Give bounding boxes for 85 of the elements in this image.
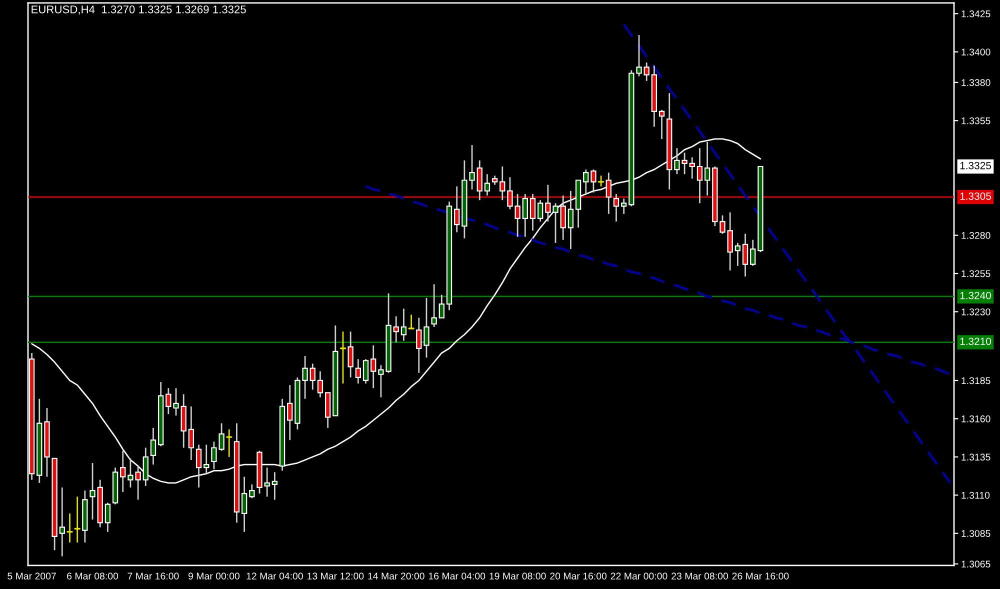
candlestick [74, 496, 80, 544]
x-tick-label: 13 Mar 12:00 [308, 572, 364, 580]
candlestick [613, 193, 620, 222]
candlestick [310, 362, 316, 390]
candlestick [317, 370, 324, 398]
candlestick [742, 233, 748, 278]
x-tick-label: 22 Mar 00:00 [610, 572, 668, 580]
candlestick [454, 186, 460, 233]
y-tick-label: 1.3280 [962, 232, 990, 239]
candlestick [264, 466, 270, 498]
candlestick [590, 168, 596, 194]
x-tick-label: 19 Mar 08:00 [490, 572, 546, 580]
candlestick [408, 314, 414, 330]
candlestick [620, 198, 627, 215]
candlestick [530, 193, 536, 232]
candlestick [272, 472, 278, 500]
candlestick [689, 156, 695, 180]
x-tick-label: 16 Mar 04:00 [428, 572, 486, 580]
y-tick-label: 1.3085 [962, 530, 990, 537]
candlestick [644, 62, 650, 82]
candlestick [400, 308, 407, 342]
y-tick-label: 1.3255 [962, 270, 990, 278]
candlestick [696, 147, 703, 204]
candlestick [438, 294, 444, 319]
x-tick-label: 7 Mar 16:00 [128, 572, 179, 580]
y-tick-label: 1.3400 [962, 48, 990, 56]
candlestick [431, 284, 437, 328]
candlestick [59, 486, 65, 557]
candlestick [500, 166, 506, 201]
y-tick-label: 1.3135 [962, 454, 990, 461]
candlestick [476, 160, 482, 201]
x-tick-label: 23 Mar 08:00 [672, 572, 728, 580]
candlestick [188, 406, 194, 461]
x-tick-label: 6 Mar 08:00 [67, 572, 118, 580]
candlestick [720, 214, 726, 234]
y-tick-label: 1.3065 [962, 560, 990, 568]
y-tick-label: 1.3110 [962, 492, 990, 499]
candlestick [241, 476, 248, 533]
candlestick [150, 427, 156, 466]
x-tick-label: 9 Mar 00:00 [188, 572, 240, 580]
ref-line-label: 1.3305 [960, 192, 991, 200]
candlestick [734, 242, 741, 267]
candlestick [560, 194, 566, 241]
x-tick-label: 5 Mar 2007 [8, 572, 56, 580]
candlestick [362, 358, 369, 384]
y-tick-label: 1.3425 [962, 10, 990, 18]
candlestick [340, 330, 346, 384]
candlestick [598, 174, 604, 188]
candlestick [727, 212, 733, 272]
candlestick [90, 462, 96, 520]
x-tick-label: 26 Mar 16:00 [732, 572, 789, 580]
y-tick-label: 1.3160 [962, 415, 990, 422]
candlestick [704, 141, 710, 196]
candlestick [583, 168, 589, 195]
candlestick [226, 428, 232, 458]
candlestick [424, 297, 430, 358]
ref-line-label: 1.3240 [960, 292, 992, 300]
candlestick [355, 358, 362, 384]
text: 1.3325 [960, 162, 991, 170]
candlestick [249, 484, 255, 499]
candlestick [66, 512, 73, 544]
x-tick-label: 14 Mar 20:00 [368, 572, 424, 580]
y-tick-label: 1.3380 [962, 79, 990, 86]
candlestick [538, 199, 544, 222]
candlestick [416, 317, 422, 374]
candlestick [393, 316, 399, 343]
chart-title: EURUSD,H4 1.3270 1.3325 1.3269 1.3325 [32, 5, 246, 15]
x-tick-label: 12 Mar 04:00 [246, 572, 303, 580]
y-tick-label: 1.3185 [962, 377, 990, 384]
candlestick [104, 502, 111, 533]
y-tick-label: 1.3355 [962, 117, 990, 124]
x-tick-label: 20 Mar 16:00 [550, 572, 607, 580]
candlestick [492, 174, 498, 186]
candlestick [348, 330, 354, 378]
candlestick [484, 173, 490, 196]
candlestick [522, 193, 528, 238]
candlestick [568, 190, 574, 250]
candlestick [370, 344, 376, 389]
candlestick [750, 239, 756, 267]
candlestick [606, 172, 612, 215]
candlestick [204, 444, 210, 474]
candlestick [658, 109, 665, 140]
candlestick [287, 384, 293, 441]
y-tick-label: 1.3230 [962, 308, 990, 316]
ref-line-label: 1.3210 [960, 338, 992, 346]
